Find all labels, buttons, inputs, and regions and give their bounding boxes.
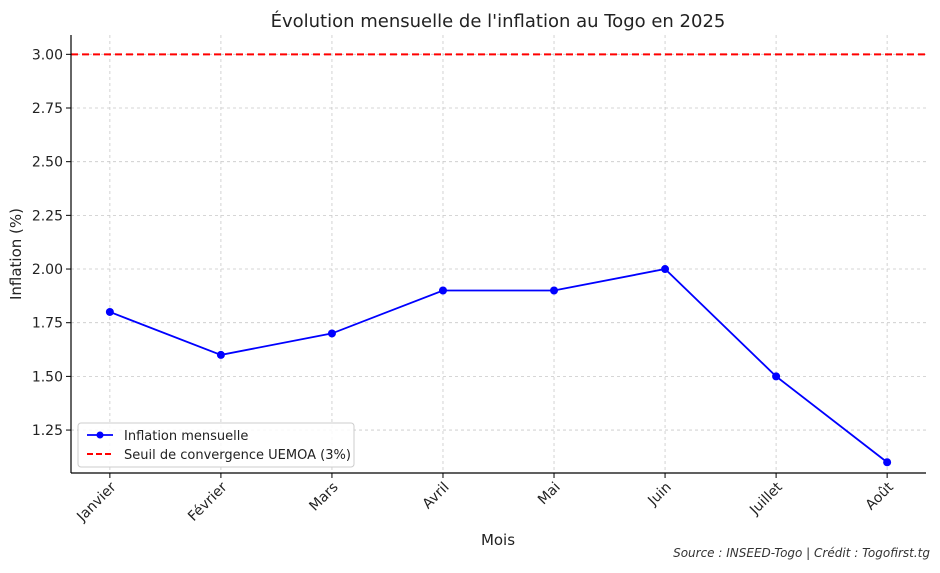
x-tick-label: Mai: [535, 479, 564, 508]
data-point: [883, 458, 892, 467]
y-tick-label: 2.00: [32, 262, 63, 278]
data-point: [105, 307, 114, 316]
y-axis-label: Inflation (%): [7, 208, 25, 300]
y-tick-label: 1.25: [32, 423, 63, 439]
legend-label: Inflation mensuelle: [124, 429, 248, 444]
data-point: [661, 265, 670, 274]
legend-label: Seuil de convergence UEMOA (3%): [124, 448, 351, 463]
x-tick-label: Janvier: [73, 479, 119, 525]
legend: Inflation mensuelle Seuil de convergence …: [77, 422, 355, 468]
legend-marker: [96, 431, 104, 439]
chart-title: Évolution mensuelle de l'inflation au To…: [271, 10, 726, 32]
series-line: [109, 268, 888, 463]
data-point: [327, 329, 336, 338]
axes: [66, 35, 926, 478]
source-note: Source : INSEED-Togo | Crédit : Togofirs…: [673, 546, 930, 560]
x-tick-label: Juillet: [746, 479, 786, 519]
data-point: [550, 286, 559, 295]
legend-box: [77, 422, 355, 468]
y-tick-label: 3.00: [32, 47, 63, 63]
x-tick-label: Février: [185, 479, 231, 525]
data-point: [438, 286, 447, 295]
x-tick-label: Avril: [420, 479, 453, 512]
grid: [71, 35, 926, 473]
x-tick-label: Mars: [306, 479, 341, 514]
x-tick-label: Août: [863, 479, 897, 513]
y-tick-label: 1.75: [32, 316, 63, 332]
x-tick-label: Juin: [644, 479, 674, 509]
y-tick-label: 2.25: [32, 208, 63, 224]
y-tick-label: 1.50: [32, 369, 63, 385]
data-point: [772, 372, 781, 381]
y-tick-label: 2.50: [32, 155, 63, 171]
data-point: [216, 350, 225, 359]
y-tick-label: 2.75: [32, 101, 63, 117]
series: [105, 265, 892, 467]
x-axis-label: Mois: [481, 531, 515, 549]
